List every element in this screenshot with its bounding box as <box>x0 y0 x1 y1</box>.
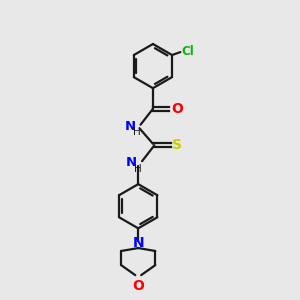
Text: H: H <box>134 164 142 174</box>
Text: O: O <box>132 279 144 293</box>
Text: N: N <box>132 236 144 250</box>
Text: N: N <box>126 157 137 169</box>
Text: S: S <box>172 138 182 152</box>
Text: O: O <box>172 102 183 116</box>
Text: H: H <box>133 127 141 137</box>
Text: Cl: Cl <box>182 45 194 58</box>
Text: N: N <box>125 120 136 133</box>
